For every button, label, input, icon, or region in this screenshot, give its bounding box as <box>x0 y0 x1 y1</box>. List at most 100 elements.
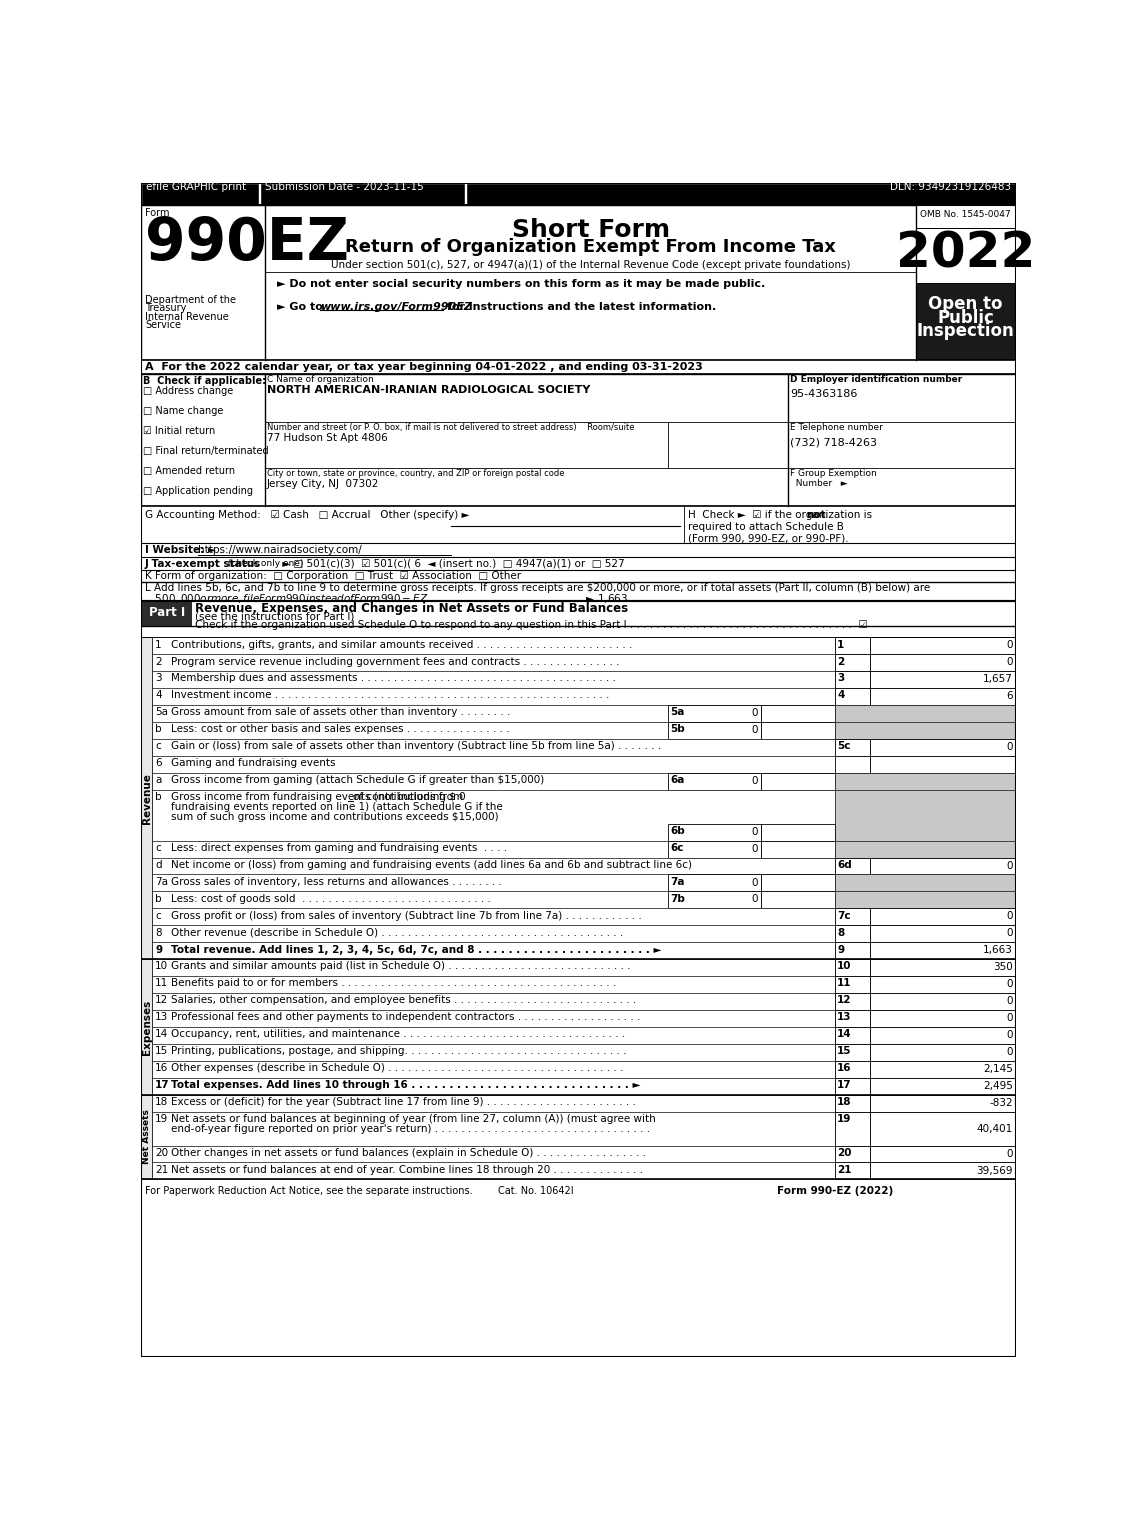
Text: 0: 0 <box>1006 743 1013 752</box>
Text: Short Form: Short Form <box>511 218 669 241</box>
Bar <box>152 773 834 790</box>
Text: Total expenses. Add lines 10 through 16 . . . . . . . . . . . . . . . . . . . . : Total expenses. Add lines 10 through 16 … <box>170 1080 640 1090</box>
Bar <box>834 654 869 671</box>
Text: 0: 0 <box>1006 1013 1013 1023</box>
Text: □ Application pending: □ Application pending <box>143 485 253 496</box>
Text: ► □ 501(c)(3)  ☑ 501(c)( 6  ◄ (insert no.)  □ 4947(a)(1) or  □ 527: ► □ 501(c)(3) ☑ 501(c)( 6 ◄ (insert no.)… <box>279 558 624 569</box>
Text: 39,569: 39,569 <box>977 1165 1013 1176</box>
Text: Gross amount from sale of assets other than inventory . . . . . . . .: Gross amount from sale of assets other t… <box>170 708 510 717</box>
Bar <box>869 909 1016 926</box>
Text: □ Name change: □ Name change <box>143 406 224 415</box>
Bar <box>152 688 834 705</box>
Text: G Accounting Method:   ☑ Cash   □ Accrual   Other (specify) ►: G Accounting Method: ☑ Cash □ Accrual Ot… <box>145 511 470 520</box>
Text: 0: 0 <box>752 776 758 785</box>
Bar <box>869 1010 1016 1026</box>
Bar <box>668 824 761 840</box>
Bar <box>916 227 1016 284</box>
Text: 17: 17 <box>837 1080 851 1090</box>
Bar <box>869 976 1016 993</box>
Bar <box>916 284 1016 360</box>
Text: c: c <box>155 843 160 852</box>
Text: 18: 18 <box>155 1096 168 1107</box>
Text: 3: 3 <box>155 674 161 683</box>
Bar <box>141 374 1016 506</box>
Bar <box>869 654 1016 671</box>
Text: 19: 19 <box>155 1113 168 1124</box>
Text: 2: 2 <box>837 657 844 666</box>
Text: Salaries, other compensation, and employee benefits . . . . . . . . . . . . . . : Salaries, other compensation, and employ… <box>170 996 636 1005</box>
Text: 7a: 7a <box>155 877 168 886</box>
Text: DLN: 93492319126483: DLN: 93492319126483 <box>891 181 1012 192</box>
Text: Service: Service <box>145 320 181 329</box>
Text: $500,000 or more, file Form 990 instead of Form 990-EZ . . . . . . . . . . . . .: $500,000 or more, file Form 990 instead … <box>145 592 628 605</box>
Bar <box>869 1026 1016 1043</box>
Text: 4: 4 <box>837 691 844 700</box>
Text: 17: 17 <box>155 1080 169 1090</box>
Text: ☑ Initial return: ☑ Initial return <box>143 425 216 436</box>
Text: City or town, state or province, country, and ZIP or foreign postal code: City or town, state or province, country… <box>266 470 564 479</box>
Text: 0: 0 <box>1006 996 1013 1006</box>
Text: Less: cost or other basis and sales expenses . . . . . . . . . . . . . . . .: Less: cost or other basis and sales expe… <box>170 724 509 735</box>
Text: 77 Hudson St Apt 4806: 77 Hudson St Apt 4806 <box>266 433 387 444</box>
Bar <box>834 892 1016 909</box>
Text: Number and street (or P. O. box, if mail is not delivered to street address)    : Number and street (or P. O. box, if mail… <box>266 424 634 432</box>
Bar <box>260 183 465 204</box>
Bar <box>869 637 1016 654</box>
Text: Inspection: Inspection <box>917 322 1015 340</box>
Text: Gross sales of inventory, less returns and allowances . . . . . . . .: Gross sales of inventory, less returns a… <box>170 877 501 886</box>
Bar <box>466 183 1016 204</box>
Bar <box>152 1061 834 1078</box>
Text: Form 990-EZ (2022): Form 990-EZ (2022) <box>777 1185 893 1196</box>
Text: Return of Organization Exempt From Income Tax: Return of Organization Exempt From Incom… <box>345 238 837 256</box>
Text: b: b <box>155 724 161 735</box>
Text: Gaming and fundraising events: Gaming and fundraising events <box>170 758 335 769</box>
Bar <box>141 637 152 959</box>
Text: for instructions and the latest information.: for instructions and the latest informat… <box>444 302 717 313</box>
Text: b: b <box>155 894 161 904</box>
Text: (check only one): (check only one) <box>225 558 304 567</box>
Bar <box>834 1162 869 1179</box>
Bar <box>761 705 834 721</box>
Text: 15: 15 <box>155 1046 168 1057</box>
Bar <box>834 1112 869 1145</box>
Bar <box>668 892 761 909</box>
Bar <box>152 926 834 942</box>
Text: 40,401: 40,401 <box>977 1124 1013 1135</box>
Text: Grants and similar amounts paid (list in Schedule O) . . . . . . . . . . . . . .: Grants and similar amounts paid (list in… <box>170 961 630 971</box>
Text: end-of-year figure reported on prior year's return) . . . . . . . . . . . . . . : end-of-year figure reported on prior yea… <box>170 1124 649 1135</box>
Text: 0: 0 <box>1006 929 1013 938</box>
Bar <box>668 874 761 892</box>
Bar <box>834 909 869 926</box>
Text: Under section 501(c), 527, or 4947(a)(1) of the Internal Revenue Code (except pr: Under section 501(c), 527, or 4947(a)(1)… <box>331 259 850 270</box>
Text: 9: 9 <box>155 944 163 955</box>
Text: 0: 0 <box>752 877 758 888</box>
Bar <box>684 506 1016 543</box>
Text: 0: 0 <box>1006 1048 1013 1057</box>
Bar <box>761 824 834 840</box>
Bar <box>834 790 1016 840</box>
Text: sum of such gross income and contributions exceeds $15,000): sum of such gross income and contributio… <box>170 813 498 822</box>
Bar <box>834 1010 869 1026</box>
Bar <box>869 756 1016 773</box>
Bar <box>141 360 1016 374</box>
Text: Net assets or fund balances at beginning of year (from line 27, column (A)) (mus: Net assets or fund balances at beginning… <box>170 1113 655 1124</box>
Text: 19: 19 <box>837 1113 851 1124</box>
Text: 12: 12 <box>155 996 168 1005</box>
Bar <box>152 1026 834 1043</box>
Text: Gain or (loss) from sale of assets other than inventory (Subtract line 5b from l: Gain or (loss) from sale of assets other… <box>170 741 660 752</box>
Text: 350: 350 <box>994 962 1013 973</box>
Bar <box>152 909 834 926</box>
Bar <box>152 1078 834 1095</box>
Text: 14: 14 <box>155 1029 168 1039</box>
Bar <box>152 993 834 1010</box>
Text: 1,657: 1,657 <box>983 674 1013 685</box>
Bar <box>141 506 684 543</box>
Bar <box>141 183 1016 204</box>
Text: 18: 18 <box>837 1096 851 1107</box>
Bar <box>834 942 869 959</box>
Bar <box>668 840 761 857</box>
Text: not: not <box>806 511 826 520</box>
Bar <box>152 1162 834 1179</box>
Text: b: b <box>155 791 161 802</box>
Text: 20: 20 <box>155 1148 168 1157</box>
